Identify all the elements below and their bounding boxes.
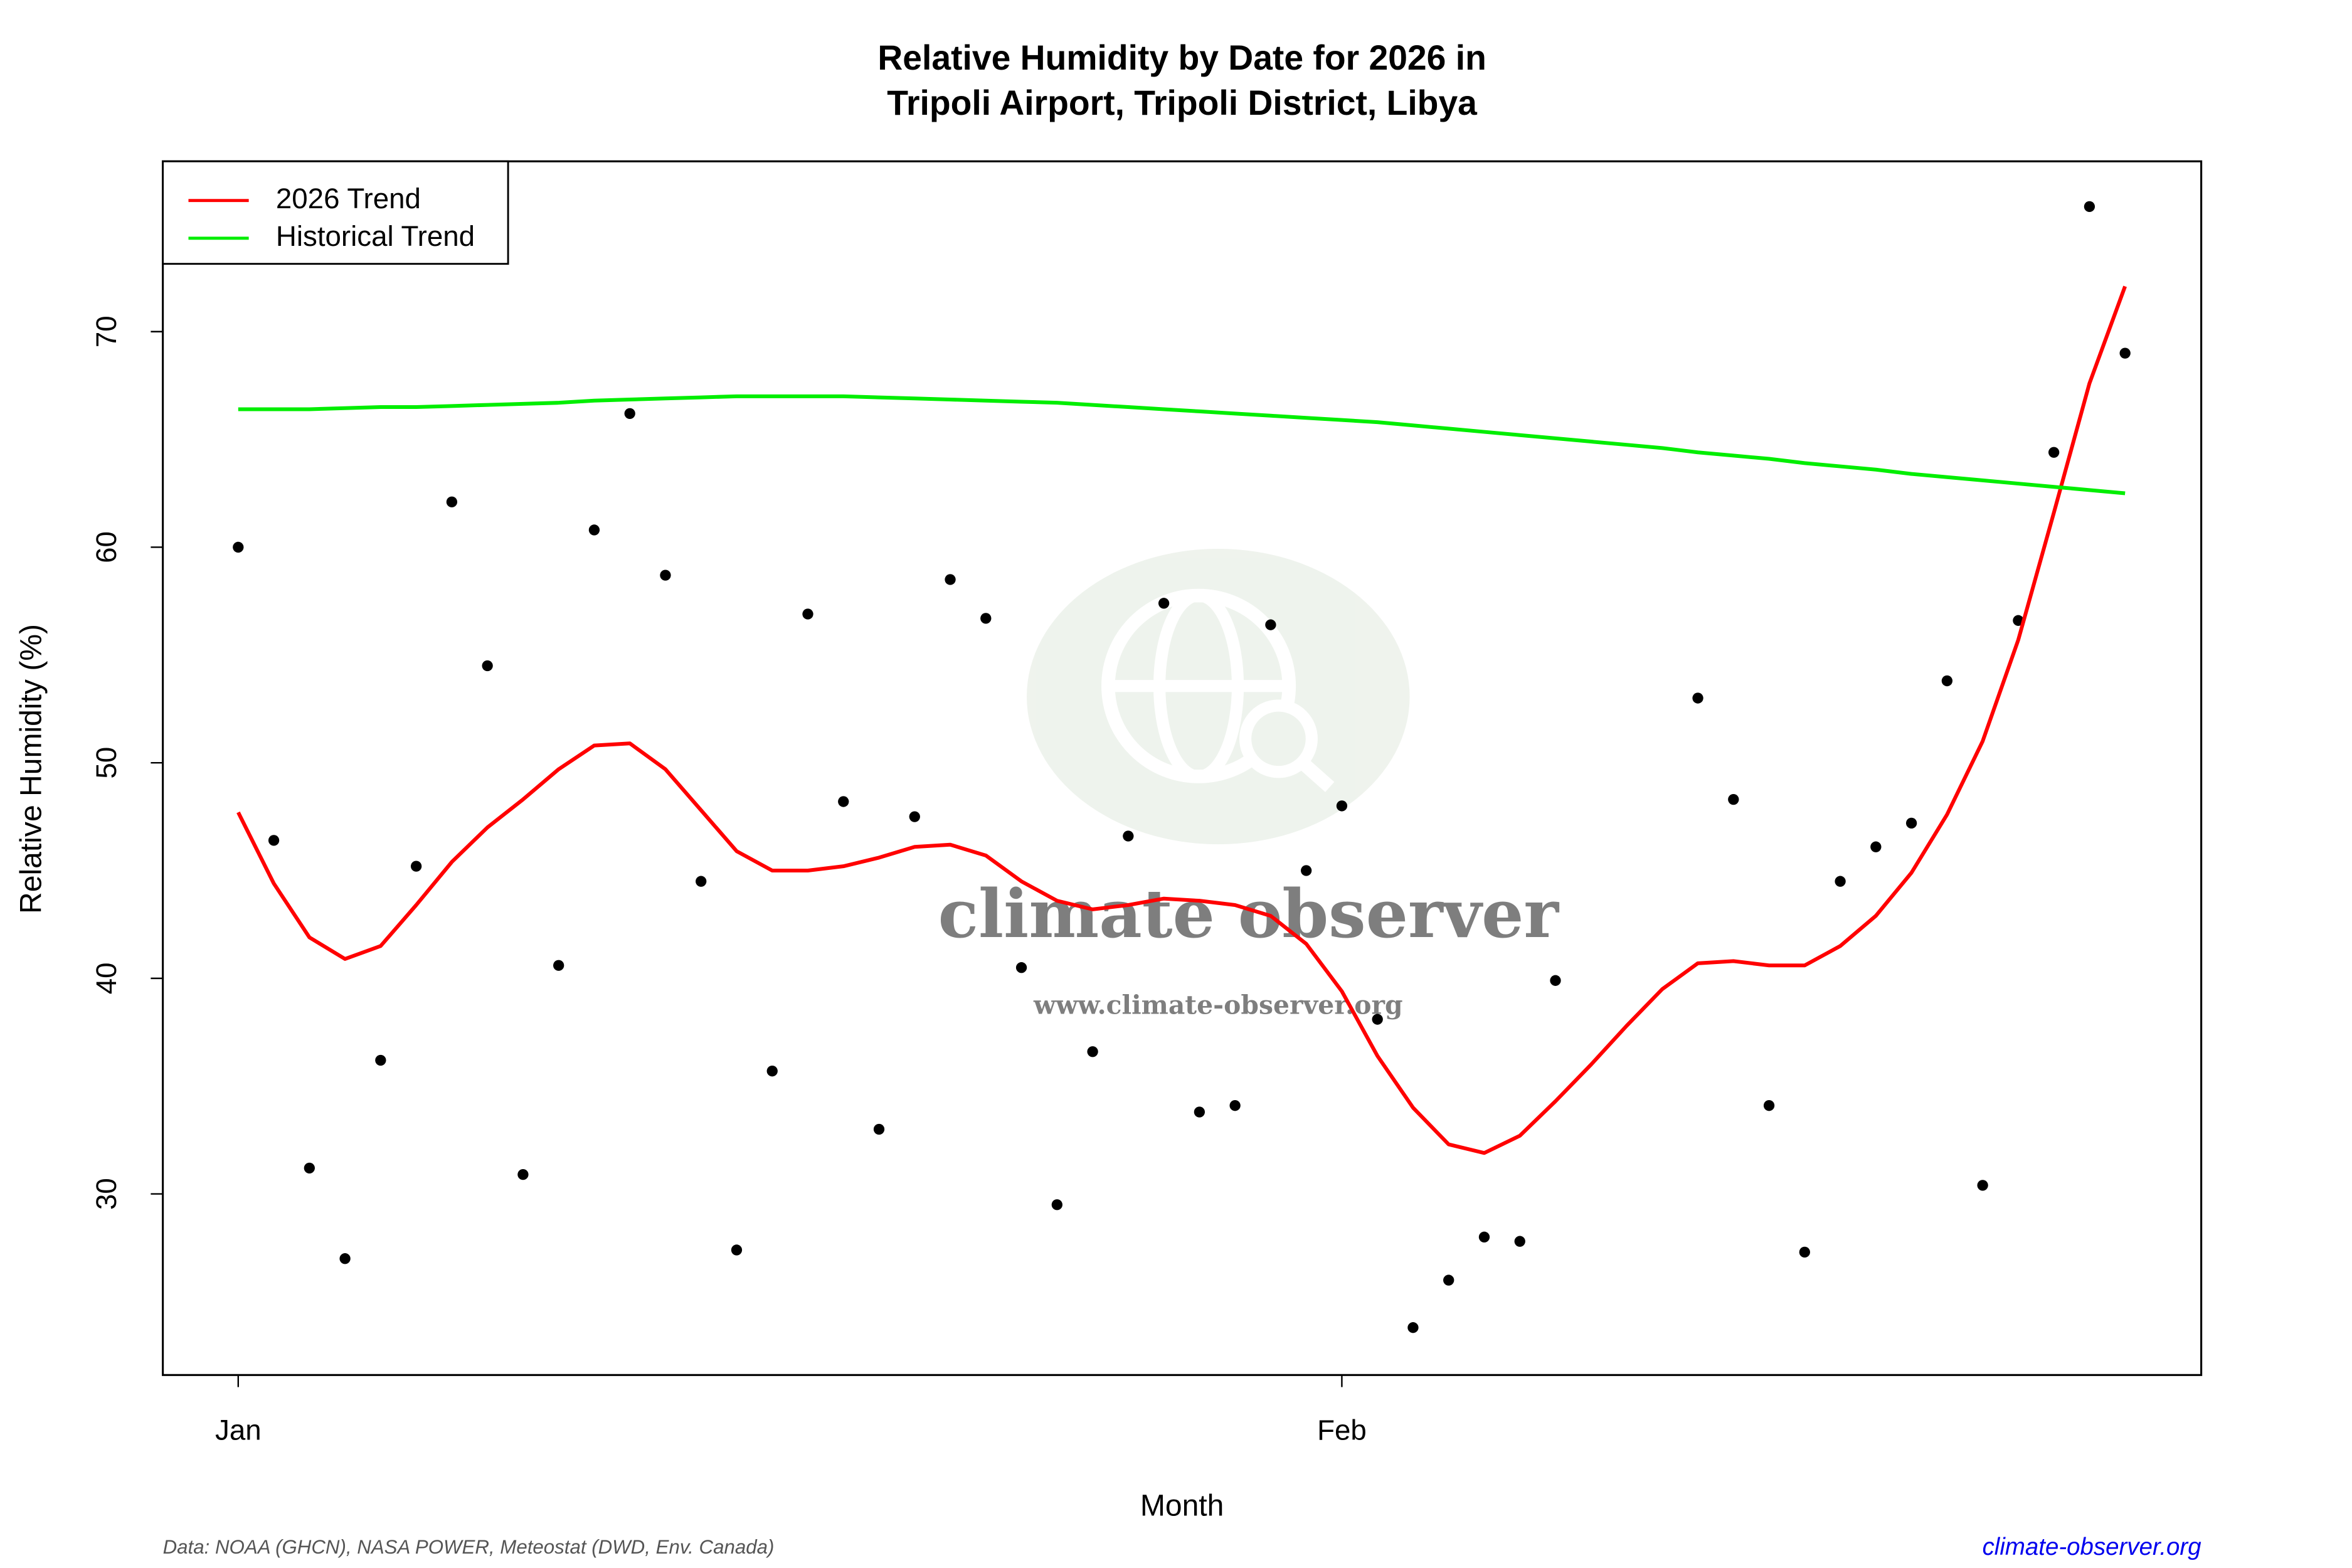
data-point xyxy=(1941,675,1953,687)
watermark-url: www.climate-observer.org xyxy=(1033,990,1403,1020)
trend-line xyxy=(236,285,2127,1155)
data-point xyxy=(482,660,493,672)
data-point xyxy=(304,1162,315,1173)
data-point xyxy=(1194,1106,1205,1118)
legend: 2026 Trend Historical Trend xyxy=(162,160,509,265)
data-point xyxy=(766,1066,778,1077)
data-point xyxy=(838,796,849,807)
watermark-lens xyxy=(1298,758,1335,792)
x-tick-label: Feb xyxy=(1317,1414,1367,1446)
data-point xyxy=(1229,1100,1241,1111)
data-point xyxy=(1478,1231,1490,1242)
data-point xyxy=(339,1253,351,1264)
data-point xyxy=(1763,1100,1775,1111)
y-axis-label: Relative Humidity (%) xyxy=(14,624,48,914)
x-axis-label: Month xyxy=(1140,1489,1224,1523)
data-point xyxy=(1443,1274,1454,1286)
y-tick-label: 70 xyxy=(90,315,122,347)
data-point xyxy=(446,496,458,507)
data-point xyxy=(1692,692,1703,704)
data-point xyxy=(660,569,671,581)
plot-frame xyxy=(162,160,2203,1376)
y-tick-label: 30 xyxy=(90,1178,122,1210)
data-point xyxy=(1158,598,1170,609)
legend-box xyxy=(162,160,509,265)
data-point xyxy=(909,811,920,822)
data-point xyxy=(1905,817,1917,829)
data-point xyxy=(1087,1046,1098,1057)
data-point xyxy=(517,1169,529,1180)
chart-title: Tripoli Airport, Tripoli District, Libya xyxy=(887,83,1478,122)
watermark: climate observer www.climate-observer.or… xyxy=(938,549,1560,1020)
data-point xyxy=(731,1244,743,1256)
data-point xyxy=(1550,975,1561,986)
legend-label: 2026 Trend xyxy=(276,183,421,215)
data-point xyxy=(802,608,813,620)
data-point xyxy=(588,524,600,536)
data-point xyxy=(1336,800,1348,812)
data-point xyxy=(1123,830,1134,842)
data-point xyxy=(375,1054,386,1066)
legend-label: Historical Trend xyxy=(276,220,475,252)
data-point xyxy=(1835,876,1846,887)
data-point xyxy=(2084,201,2095,213)
source-note: Data: NOAA (GHCN), NASA POWER, Meteostat… xyxy=(163,1536,775,1558)
data-point xyxy=(1728,793,1739,805)
data-point xyxy=(873,1123,885,1135)
data-point xyxy=(1977,1180,1988,1191)
data-point xyxy=(553,960,564,971)
y-tick-label: 50 xyxy=(90,747,122,779)
y-tick-label: 40 xyxy=(90,962,122,994)
data-point xyxy=(1015,962,1027,973)
data-point xyxy=(2119,347,2131,359)
data-point xyxy=(233,541,244,553)
data-point xyxy=(1051,1199,1062,1210)
data-point xyxy=(268,835,280,846)
data-point xyxy=(1301,865,1312,876)
trend-line xyxy=(238,394,2126,495)
data-point xyxy=(1514,1236,1525,1247)
watermark-text: climate observer xyxy=(938,875,1560,953)
data-point xyxy=(410,861,422,872)
data-point xyxy=(1870,841,1882,852)
data-point xyxy=(1407,1322,1419,1333)
x-tick-label: Jan xyxy=(215,1414,262,1446)
data-point xyxy=(980,613,992,624)
data-point xyxy=(1799,1246,1810,1258)
chart-title: Relative Humidity by Date for 2026 in xyxy=(877,38,1486,77)
data-point xyxy=(2048,447,2060,458)
data-point xyxy=(696,876,707,887)
data-point xyxy=(2013,615,2024,626)
y-tick-label: 60 xyxy=(90,531,122,563)
site-link[interactable]: climate-observer.org xyxy=(1983,1534,2202,1560)
data-point xyxy=(1372,1014,1383,1025)
data-point xyxy=(945,574,956,585)
data-point xyxy=(1265,619,1276,630)
data-point xyxy=(624,408,635,420)
watermark-lens xyxy=(1239,699,1318,778)
